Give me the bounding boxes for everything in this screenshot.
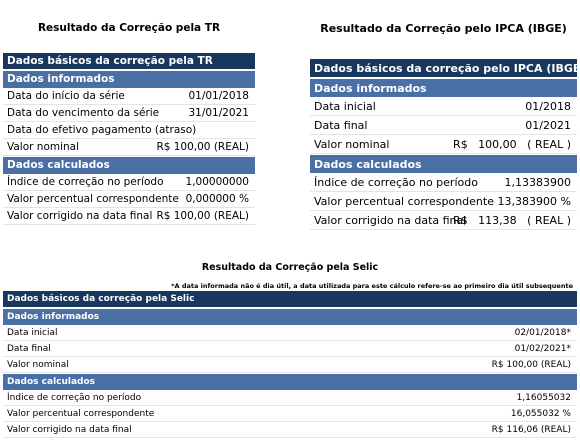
row-value: 01/2021 [525, 119, 571, 132]
row-value: 13,383900 % [497, 195, 571, 208]
row-label: Índice de correção no período [7, 392, 142, 403]
row [3, 357, 577, 373]
section-header: Dados informados [310, 79, 577, 97]
section-header: Dados informados [3, 309, 577, 325]
row-value: 1,00000000 [185, 176, 249, 189]
table-header: Dados básicos da correção pela TR [3, 53, 255, 69]
row-label: Valor corrigido na data final [7, 210, 153, 223]
row-value: 01/2018 [525, 100, 571, 113]
row [310, 135, 577, 154]
table-header: Dados básicos da correção pelo IPCA (IBG… [310, 59, 580, 77]
row-value: 1,13383900 [504, 176, 571, 189]
row-value: 1,16055032 [516, 392, 571, 403]
row [3, 325, 577, 341]
panel-title: Resultado da Correção pela Selic [201, 262, 379, 274]
row-label: Índice de correção no período [7, 176, 164, 189]
section-header: Dados calculados [3, 374, 577, 390]
row-label: Valor percentual correspondente [7, 408, 155, 419]
row [3, 174, 255, 191]
panel-title: Resultado da Correção pelo IPCA (IBGE) [320, 21, 567, 35]
row [3, 422, 577, 438]
row [3, 390, 577, 406]
row [3, 208, 255, 225]
row [3, 191, 255, 208]
row-value: 0,000000 % [185, 193, 249, 206]
row-label: Data do vencimento da série [7, 107, 160, 120]
row [310, 97, 577, 116]
row [310, 116, 577, 135]
row-label: Valor percentual correspondente [7, 193, 179, 206]
row-label: Valor percentual correspondente [314, 195, 494, 208]
row-label: Valor corrigido na data final [314, 214, 467, 227]
row-value: 02/01/2018* [514, 327, 571, 338]
row-label: Valor nominal [7, 141, 80, 154]
row-value: 16,055032 % [510, 408, 571, 419]
row-label: Valor nominal [7, 359, 69, 370]
row [3, 139, 255, 156]
row-label: Data final [7, 343, 51, 354]
row [310, 173, 577, 192]
section-header: Dados calculados [3, 157, 255, 174]
section-header: Dados calculados [310, 155, 577, 173]
row [3, 122, 255, 139]
row-label: Data final [314, 119, 368, 132]
table-header: Dados básicos da correção pela Selic [3, 291, 577, 307]
row-label: Data do início da série [7, 90, 125, 103]
row-label: Data inicial [314, 100, 376, 113]
row-value: R$ 100,00 (REAL) [156, 141, 249, 154]
panel-title: Resultado da Correção pela TR [37, 21, 221, 34]
row-value: R$ 116,06 (REAL) [491, 424, 571, 435]
row-value: R$ 100,00 (REAL) [156, 210, 249, 223]
row-label: Valor corrigido na data final [7, 424, 132, 435]
row-value: 01/01/2018 [188, 90, 249, 103]
row [3, 406, 577, 422]
row-value: R$ 100,00 ( REAL ) [453, 138, 571, 151]
row-label: Valor nominal [314, 138, 390, 151]
row-value: R$ 100,00 (REAL) [491, 359, 571, 370]
row [3, 88, 255, 105]
row-value: 31/01/2021 [188, 107, 249, 120]
row [3, 105, 255, 122]
row-value: 01/02/2021* [514, 343, 571, 354]
row-value: R$ 113,38 ( REAL ) [453, 214, 571, 227]
row [310, 192, 577, 211]
section-header: Dados informados [3, 71, 255, 88]
note: *A data informada não é dia útil, a data… [171, 281, 573, 290]
row-label: Índice de correção no período [314, 176, 478, 189]
row [3, 341, 577, 357]
row-label: Data inicial [7, 327, 58, 338]
row-value [104, 122, 255, 139]
row [310, 211, 577, 230]
